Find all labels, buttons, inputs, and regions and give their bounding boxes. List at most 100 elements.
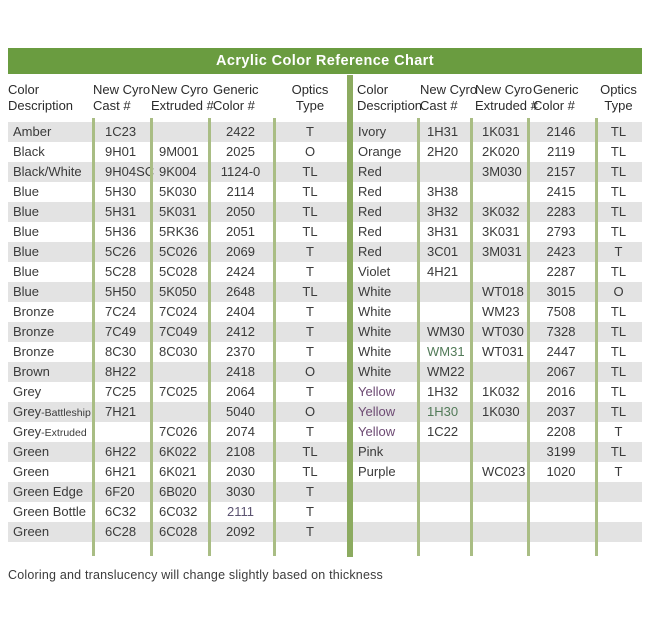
cell-text: 7C025 — [159, 384, 198, 399]
cell-text: 8H22 — [105, 364, 137, 379]
cell-text: 2092 — [226, 524, 255, 539]
cell-color-description: Bronze — [8, 302, 92, 322]
header-line2: Color # — [213, 98, 255, 113]
cell-color-description: Grey — [8, 382, 92, 402]
cell-text: Green — [13, 444, 50, 459]
cell-text: T — [306, 424, 314, 439]
cell-text: TL — [610, 264, 627, 279]
cell-new-cyro-cast-number: 5H31 — [92, 202, 150, 222]
column-divider — [150, 118, 153, 556]
cell-new-cyro-extruded-number: 3K032 — [470, 202, 527, 222]
column-header-optics-type: Optics Type — [273, 82, 347, 114]
cell-new-cyro-cast-number: 3C01 — [417, 242, 470, 262]
cell-text: 2447 — [546, 344, 576, 359]
cell-text: Purple — [358, 464, 396, 479]
cell-color-description: Blue — [8, 242, 92, 262]
cell-generic-color-number: 2208 — [527, 422, 595, 442]
cell-generic-color-number: 3030 — [208, 482, 273, 502]
cell-text: 2283 — [546, 204, 576, 219]
cell-optics-type: T — [595, 462, 642, 482]
cell-optics-type: TL — [273, 442, 347, 462]
cell-optics-type: TL — [595, 302, 642, 322]
cell-text: TL — [302, 284, 318, 299]
cell-text: 5C028 — [159, 264, 198, 279]
column-divider — [92, 118, 95, 556]
cell-generic-color-number: 3199 — [527, 442, 595, 462]
table-row: Blue 5C28 5C028 2424 T — [8, 262, 347, 282]
cell-optics-type: TL — [273, 162, 347, 182]
cell-text: 6C28 — [105, 524, 137, 539]
table-row: Orange 2H20 2K020 2119 TL — [353, 142, 642, 162]
cell-optics-type: T — [273, 262, 347, 282]
cell-text: 5C026 — [159, 244, 198, 259]
cell-optics-type: TL — [595, 382, 642, 402]
cell-generic-color-number: 5040 — [208, 402, 273, 422]
cell-text: 1K030 — [482, 404, 520, 419]
cell-color-description: Black — [8, 142, 92, 162]
column-header-generic-color-number: Generic Color # — [213, 82, 259, 114]
cell-generic-color-number: 2037 — [527, 402, 595, 422]
cell-generic-color-number: 2069 — [208, 242, 273, 262]
cell-text: 5C26 — [105, 244, 137, 259]
cell-optics-type: T — [273, 422, 347, 442]
table-row: Green 6H22 6K022 2108 TL — [8, 442, 347, 462]
cell-text: Bronze — [13, 324, 55, 339]
cell-color-description: White — [353, 302, 417, 322]
header-line1: New Cyro — [151, 82, 209, 97]
cell-text: Green Edge — [13, 484, 84, 499]
column-header-generic-color-number: Generic Color # — [533, 82, 579, 114]
cell-text: TL — [302, 224, 318, 239]
cell-new-cyro-extruded-number: 5C026 — [150, 242, 208, 262]
cell-new-cyro-cast-number: WM22 — [417, 362, 470, 382]
table-row: Black/White 9H04SC 9K004 1124-0 TL — [8, 162, 347, 182]
cell-new-cyro-cast-number: 5H36 — [92, 222, 150, 242]
cell-new-cyro-cast-number: 7H21 — [92, 402, 150, 422]
cell-new-cyro-extruded-number: 9M001 — [150, 142, 208, 162]
header-line2: Extruded # — [475, 98, 538, 113]
cell-color-description: Blue — [8, 182, 92, 202]
column-divider — [527, 118, 530, 556]
cell-new-cyro-cast-number: 7C24 — [92, 302, 150, 322]
cell-text-suffix: -Extruded — [41, 426, 87, 439]
cell-optics-type: TL — [273, 202, 347, 222]
right-table-header-row: Color Description New Cyro Cast # New Cyro Ex… — [353, 80, 642, 122]
table-row: Bronze 7C49 7C049 2412 T — [8, 322, 347, 342]
cell-text: Bronze — [13, 304, 55, 319]
cell-text: 2648 — [226, 284, 255, 299]
table-row: Green Bottle 6C32 6C032 2111 T — [8, 502, 347, 522]
cell-text: 2146 — [546, 124, 576, 139]
cell-text: 7C24 — [105, 304, 137, 319]
table-row-empty — [353, 482, 642, 502]
chart-title-bar: Acrylic Color Reference Chart — [8, 48, 642, 74]
cell-generic-color-number: 2424 — [208, 262, 273, 282]
cell-text: T — [306, 524, 314, 539]
cell-new-cyro-cast-number: 6H22 — [92, 442, 150, 462]
cell-color-description: Red — [353, 182, 417, 202]
cell-color-description: Blue — [8, 282, 92, 302]
table-row: Blue 5H31 5K031 2050 TL — [8, 202, 347, 222]
cell-text: TL — [610, 164, 627, 179]
right-color-table: Color Description New Cyro Cast # New Cyro Ex… — [353, 80, 642, 542]
table-row: Ivory 1H31 1K031 2146 TL — [353, 122, 642, 142]
cell-new-cyro-extruded-number: 8C030 — [150, 342, 208, 362]
cell-text: 2404 — [226, 304, 255, 319]
table-row: Blue 5H36 5RK36 2051 TL — [8, 222, 347, 242]
cell-new-cyro-cast-number: WM31 — [417, 342, 470, 362]
cell-text: TL — [302, 204, 318, 219]
cell-text: White — [358, 324, 392, 339]
table-row: Brown 8H22 2418 O — [8, 362, 347, 382]
cell-new-cyro-cast-number: 9H04SC — [92, 162, 154, 182]
cell-color-description: Grey-Extruded — [8, 422, 92, 443]
cell-generic-color-number: 3015 — [527, 282, 595, 302]
cell-text: Bronze — [13, 344, 55, 359]
cell-text: Blue — [13, 264, 40, 279]
table-row-empty — [353, 522, 642, 542]
cell-generic-color-number: 2146 — [527, 122, 595, 142]
cell-text: T — [306, 304, 314, 319]
cell-new-cyro-extruded-number: 2K020 — [470, 142, 527, 162]
table-row: Red 3H32 3K032 2283 TL — [353, 202, 642, 222]
cell-optics-type: T — [273, 482, 347, 502]
column-header-optics-type: Optics Type — [595, 82, 642, 114]
table-row: White WM23 7508 TL — [353, 302, 642, 322]
